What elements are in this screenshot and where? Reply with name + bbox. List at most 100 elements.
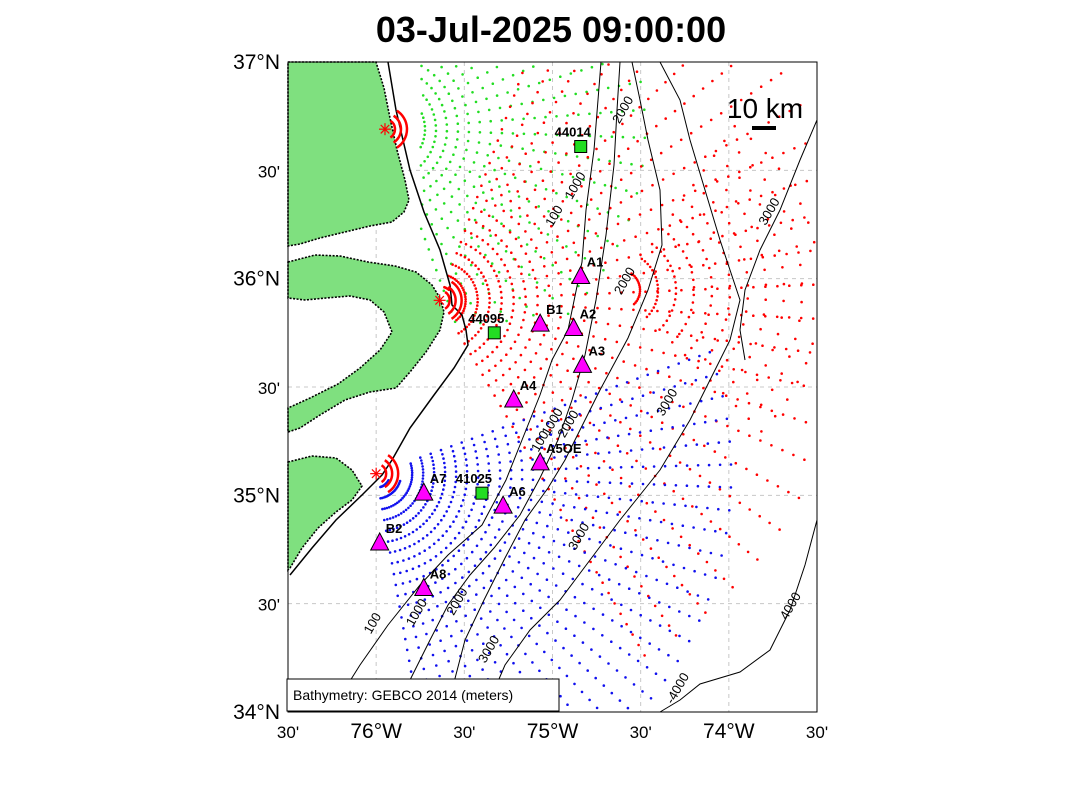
wave-dot: [573, 547, 576, 550]
wave-dot: [740, 286, 743, 290]
wave-dot: [425, 213, 429, 216]
wave-dot: [513, 176, 517, 180]
wave-dot: [571, 529, 574, 532]
wave-dot: [690, 308, 693, 312]
contour-100: [337, 61, 602, 701]
wave-dot: [445, 123, 449, 126]
wave-dot: [771, 348, 774, 352]
wave-dot: [538, 435, 542, 439]
wave-dot: [672, 172, 675, 176]
wave-dot: [525, 401, 528, 404]
wave-dot: [463, 255, 467, 259]
wave-dot: [535, 312, 538, 316]
wave-dot: [770, 388, 774, 392]
wave-dot: [773, 193, 777, 197]
wave-dot: [592, 264, 595, 267]
wave-dot: [559, 316, 562, 319]
wave-dot: [478, 175, 482, 178]
wave-dot: [624, 531, 627, 534]
wave-dot: [755, 473, 759, 477]
wave-dot: [463, 307, 466, 310]
wave-dot: [501, 520, 504, 523]
wave-dot: [565, 245, 568, 248]
wave-dot: [731, 585, 734, 589]
wave-dot: [710, 397, 714, 401]
wave-dot: [537, 81, 541, 85]
wave-dot: [527, 541, 531, 545]
wave-dot: [589, 560, 592, 564]
wave-dot: [480, 184, 483, 187]
wave-dot: [470, 508, 473, 512]
wave-dot: [499, 307, 503, 311]
wave-dot: [493, 661, 497, 664]
wave-dot: [542, 215, 546, 218]
source-arc: [396, 109, 409, 149]
wave-dot: [547, 284, 550, 288]
wave-dot: [678, 404, 681, 408]
wave-dot: [522, 117, 525, 121]
wave-dot: [425, 534, 429, 537]
wave-dot: [693, 189, 697, 193]
wave-dot: [737, 202, 740, 205]
wave-dot: [652, 483, 656, 486]
wave-dot: [517, 222, 521, 226]
wave-dot: [713, 390, 717, 394]
wave-dot: [702, 191, 706, 195]
wave-dot: [645, 315, 649, 319]
wave-dot: [512, 302, 515, 306]
wave-dot: [386, 518, 389, 521]
wave-dot: [392, 572, 396, 576]
wave-dot: [696, 484, 700, 488]
wave-dot: [644, 290, 647, 294]
wave-dot: [638, 294, 641, 297]
wave-dot: [756, 226, 759, 230]
wave-dot: [486, 454, 490, 458]
wave-dot: [468, 170, 472, 174]
wave-dot: [615, 340, 619, 344]
wave-dot: [459, 240, 463, 244]
wave-dot: [462, 288, 465, 292]
wave-dot: [693, 422, 696, 426]
wave-dot: [410, 476, 414, 479]
wave-dot: [638, 346, 642, 349]
wave-dot: [452, 490, 456, 494]
wave-dot: [518, 296, 521, 300]
wave-dot: [788, 355, 791, 358]
wave-dot: [661, 178, 665, 181]
station-marker: [570, 265, 591, 284]
wave-dot: [449, 275, 453, 279]
wave-dot: [677, 544, 681, 547]
wave-dot: [548, 294, 551, 298]
wave-dot: [799, 104, 802, 107]
scale-bar-label: 10 km: [727, 93, 803, 124]
wave-dot: [471, 317, 475, 320]
wave-dot: [725, 205, 729, 209]
wave-dot: [626, 706, 630, 710]
wave-dot: [706, 506, 709, 510]
wave-dot: [587, 474, 590, 477]
wave-dot: [565, 195, 568, 199]
wave-dot: [588, 537, 591, 541]
wave-dot: [496, 618, 499, 622]
wave-dot: [552, 490, 556, 494]
wave-dot: [690, 346, 693, 350]
wave-dot: [491, 430, 495, 433]
wave-dot: [487, 288, 490, 291]
wave-dot: [628, 485, 631, 488]
wave-dot: [759, 327, 762, 331]
wave-dot: [414, 514, 418, 518]
wave-dot: [529, 456, 532, 460]
wave-dot: [656, 283, 659, 287]
wave-dot: [588, 124, 592, 128]
wave-dot: [542, 98, 545, 102]
wave-dot: [560, 180, 564, 184]
wave-dot: [455, 620, 458, 623]
wave-dot: [708, 350, 712, 354]
wave-dot: [479, 321, 482, 325]
wave-dot: [676, 586, 679, 589]
wave-dot: [533, 132, 537, 136]
wave-dot: [556, 235, 559, 238]
wave-dot: [548, 78, 552, 82]
wave-dot: [588, 421, 592, 425]
wave-dot: [620, 88, 623, 92]
